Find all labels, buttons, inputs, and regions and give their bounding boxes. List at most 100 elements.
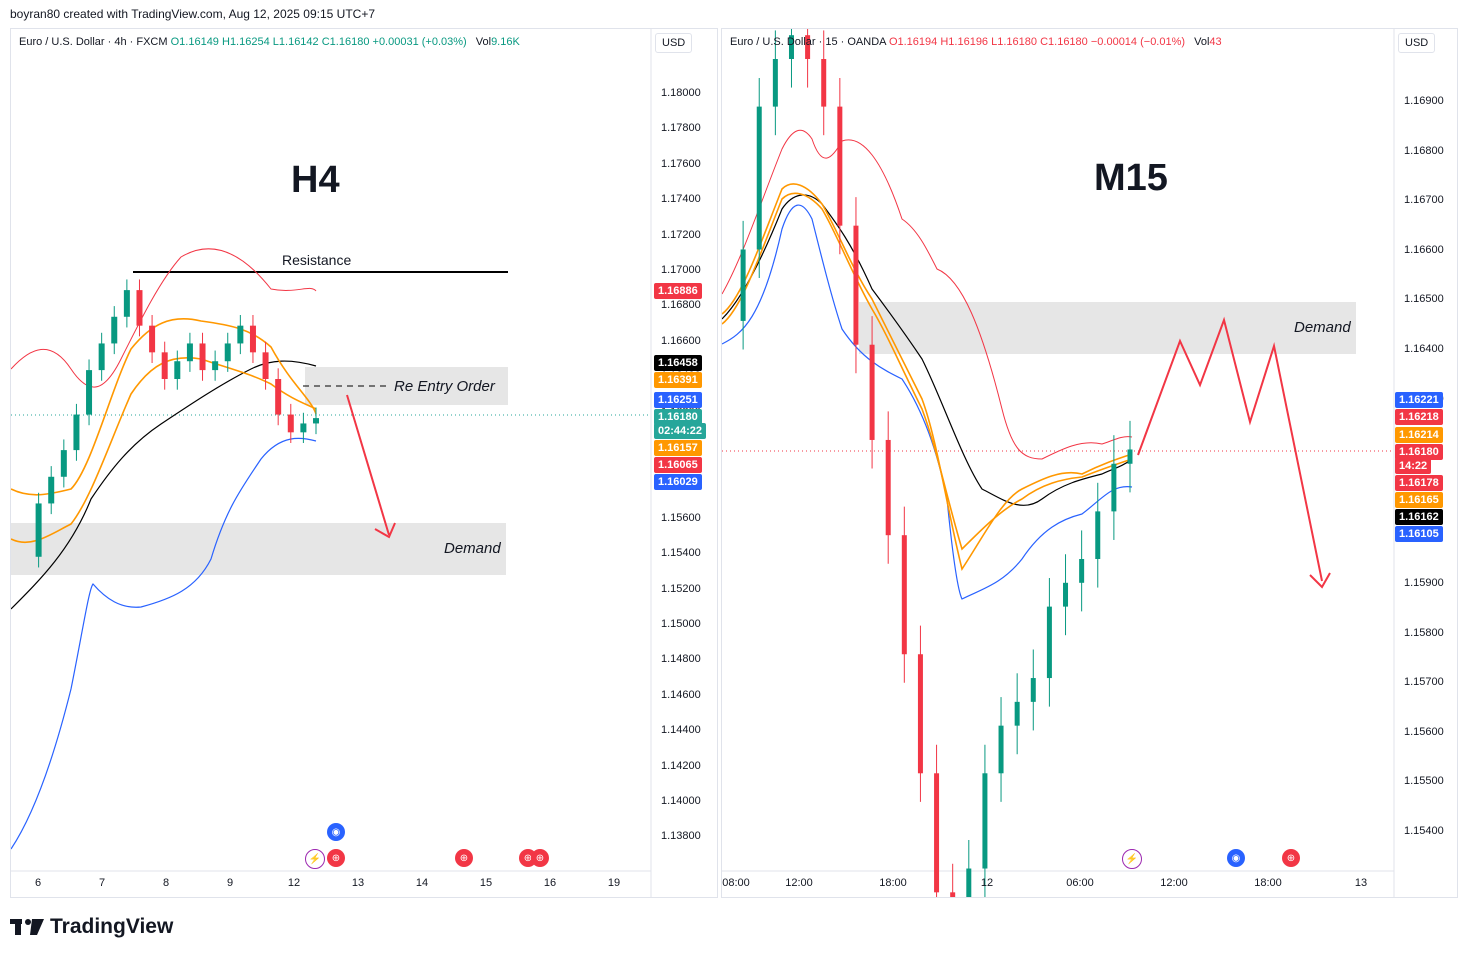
ema-slow: [722, 192, 1133, 551]
time-tick: 19: [607, 877, 621, 889]
price-tick: 1.13800: [661, 830, 701, 843]
us-flag-icon[interactable]: ⊕: [455, 849, 473, 867]
price-badge: 1.16029: [654, 474, 702, 490]
price-badge: 1.16105: [1395, 526, 1443, 542]
time-tick: 15: [479, 877, 493, 889]
price-badge: 1.16218: [1395, 409, 1443, 425]
price-tick: 1.15400: [1404, 825, 1444, 837]
time-tick: 13: [351, 877, 365, 889]
candle-body: [1079, 559, 1085, 583]
price-badge: 02:44:22: [654, 423, 707, 439]
time-tick: 16: [543, 877, 557, 889]
dividend-icon[interactable]: ⚡: [1122, 849, 1142, 869]
price-badge: 1.16065: [654, 457, 702, 473]
price-tick: 1.16600: [1404, 243, 1444, 256]
candle-body: [111, 316, 118, 344]
event-flag-icon[interactable]: ◉: [327, 823, 345, 841]
m15-legend: Euro / U.S. Dollar · 15 · OANDA O1.16194…: [730, 36, 1222, 48]
time-tick: 12: [287, 877, 301, 889]
price-badge: 1.16165: [1395, 492, 1443, 508]
h4-currency-button[interactable]: USD: [655, 33, 693, 53]
price-badge: 1.16162: [1395, 509, 1443, 525]
price-tick: 1.17000: [661, 264, 701, 276]
projection-path: [1137, 316, 1323, 582]
ema-fast: [11, 318, 317, 496]
candle-body: [174, 361, 181, 379]
price-tick: 1.15400: [661, 547, 701, 560]
time-tick: 12:00: [1160, 877, 1188, 889]
h4-legend: Euro / U.S. Dollar · 4h · FXCM O1.16149 …: [19, 36, 520, 48]
down-arrow: [346, 394, 390, 536]
us-flag-icon[interactable]: ⊕: [531, 849, 549, 867]
h4-chart-panel[interactable]: Euro / U.S. Dollar · 4h · FXCM O1.16149 …: [10, 28, 718, 898]
time-tick: 6: [34, 877, 42, 889]
candle-body: [60, 450, 67, 477]
time-tick: 06:00: [1066, 877, 1094, 889]
price-badge: 1.16157: [654, 440, 702, 456]
price-tick: 1.14400: [661, 724, 701, 737]
price-tick: 1.15000: [661, 618, 701, 630]
time-tick: 9: [226, 877, 234, 889]
candle-body: [136, 290, 143, 326]
candle-body: [249, 325, 256, 353]
candle-body: [853, 225, 859, 345]
time-tick: 18:00: [879, 877, 907, 889]
price-tick: 1.15600: [661, 511, 701, 524]
price-tick: 1.14800: [661, 653, 701, 666]
price-tick: 1.15900: [1404, 577, 1444, 589]
candle-body: [982, 773, 988, 869]
m15-currency-button[interactable]: USD: [1398, 33, 1436, 53]
price-tick: 1.15700: [1404, 676, 1444, 689]
price-tick: 1.17800: [661, 122, 701, 135]
m15-chart-svg[interactable]: [722, 29, 1457, 897]
us-flag-icon[interactable]: ⊕: [1282, 849, 1300, 867]
price-badge: 1.16251: [654, 392, 702, 408]
price-tick: 1.15600: [1404, 725, 1444, 738]
price-tick: 1.16900: [1404, 95, 1444, 107]
tradingview-logo[interactable]: TradingView: [10, 915, 173, 939]
dividend-icon[interactable]: ⚡: [305, 849, 325, 869]
time-tick: 14: [415, 877, 429, 889]
price-tick: 1.16400: [1404, 343, 1444, 355]
h4-chart-svg[interactable]: [11, 29, 717, 897]
price-tick: 1.16500: [1404, 293, 1444, 306]
bb-lower: [11, 437, 317, 850]
time-tick: 7: [98, 877, 106, 889]
time-tick: 13: [1354, 877, 1368, 889]
time-tick: 8: [162, 877, 170, 889]
m15-symbol: Euro / U.S. Dollar · 15 · OANDA: [730, 36, 886, 48]
candle-body: [772, 59, 778, 107]
price-badge: 1.16221: [1395, 392, 1443, 408]
m15-chart-panel[interactable]: Euro / U.S. Dollar · 15 · OANDA O1.16194…: [721, 28, 1458, 898]
candle-body: [212, 361, 219, 371]
candle-body: [1046, 606, 1052, 679]
time-tick: 12:00: [785, 877, 813, 889]
bb-lower: [722, 204, 1133, 600]
candle-body: [788, 35, 794, 59]
bb-basis: [11, 360, 317, 610]
price-tick: 1.17400: [661, 193, 701, 206]
demand-label: Demand: [444, 540, 501, 557]
demand-label: Demand: [1294, 319, 1351, 336]
down-arrow-head: [374, 522, 396, 539]
candle-body: [275, 379, 282, 415]
candle-body: [756, 106, 762, 250]
bb-upper: [11, 248, 317, 388]
candle-body: [950, 892, 956, 897]
candle-body: [86, 370, 93, 415]
event-flag-icon[interactable]: ◉: [1227, 849, 1245, 867]
candle-body: [869, 344, 875, 440]
price-tick: 1.16800: [1404, 144, 1444, 157]
candle-body: [821, 59, 827, 107]
candle-body: [199, 343, 206, 371]
candle-body: [1063, 582, 1069, 607]
price-badge: 1.16886: [654, 283, 702, 299]
candle-body: [161, 352, 168, 379]
ema-fast: [722, 183, 1133, 571]
candle-body: [837, 106, 843, 226]
resistance-label: Resistance: [282, 252, 352, 268]
us-flag-icon[interactable]: ⊕: [327, 849, 345, 867]
brand-name: TradingView: [50, 915, 174, 938]
price-badge: 1.16214: [1395, 427, 1443, 443]
price-badge: 1.16180: [1395, 444, 1443, 460]
